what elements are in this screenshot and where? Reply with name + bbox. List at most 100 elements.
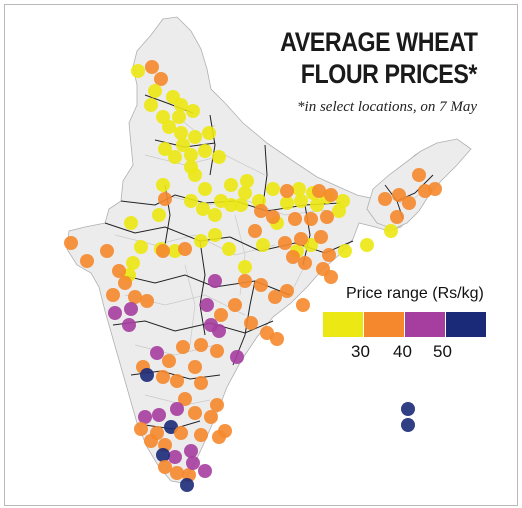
price-marker — [140, 294, 154, 308]
price-marker — [312, 184, 326, 198]
price-marker — [150, 426, 164, 440]
price-marker — [202, 126, 216, 140]
price-marker — [154, 72, 168, 86]
price-marker — [156, 244, 170, 258]
india-map — [64, 16, 472, 492]
price-marker — [212, 430, 226, 444]
price-marker — [310, 198, 324, 212]
price-marker — [170, 402, 184, 416]
price-marker — [228, 298, 242, 312]
price-marker — [134, 422, 148, 436]
price-marker — [152, 408, 166, 422]
price-marker — [126, 256, 140, 270]
price-marker — [212, 150, 226, 164]
price-marker — [248, 224, 262, 238]
price-marker — [196, 202, 210, 216]
map-subtitle: *in select locations, on 7 May — [297, 99, 477, 115]
price-marker — [286, 250, 300, 264]
legend-swatch-yellow — [323, 312, 363, 337]
price-marker — [188, 406, 202, 420]
price-marker — [108, 306, 122, 320]
price-marker — [208, 274, 222, 288]
price-marker — [240, 174, 254, 188]
price-marker — [298, 256, 312, 270]
price-marker — [322, 248, 336, 262]
price-marker — [224, 178, 238, 192]
price-marker — [156, 370, 170, 384]
price-marker — [162, 354, 176, 368]
price-marker — [106, 288, 120, 302]
price-marker — [390, 210, 404, 224]
price-marker — [152, 208, 166, 222]
price-marker — [158, 192, 172, 206]
price-marker — [401, 402, 415, 416]
price-marker — [428, 182, 442, 196]
price-marker — [234, 198, 248, 212]
price-marker — [412, 168, 426, 182]
price-marker — [266, 182, 280, 196]
price-marker — [124, 302, 138, 316]
price-marker — [208, 228, 222, 242]
price-marker — [210, 344, 224, 358]
price-marker — [184, 444, 198, 458]
legend-tick-40: 40 — [393, 342, 412, 361]
price-marker — [112, 264, 126, 278]
price-marker — [280, 184, 294, 198]
price-marker — [338, 244, 352, 258]
map-graphic: AVERAGE WHEAT FLOUR PRICES* *in select l… — [4, 4, 518, 506]
price-marker — [138, 410, 152, 424]
price-marker — [194, 376, 208, 390]
price-marker — [320, 210, 334, 224]
price-marker — [170, 374, 184, 388]
price-marker — [270, 332, 284, 346]
legend-tick-30: 30 — [351, 342, 370, 361]
price-marker — [158, 142, 172, 156]
price-marker — [200, 298, 214, 312]
price-marker — [176, 138, 190, 152]
price-marker — [186, 104, 200, 118]
price-marker — [170, 466, 184, 480]
price-marker — [128, 290, 142, 304]
map-title-line-2: FLOUR PRICES* — [300, 59, 478, 89]
price-marker — [180, 478, 194, 492]
price-marker — [238, 186, 252, 200]
price-marker — [360, 238, 374, 252]
price-marker — [148, 84, 162, 98]
price-marker — [144, 98, 158, 112]
price-marker — [238, 260, 252, 274]
map-title-line-1: AVERAGE WHEAT — [279, 27, 478, 57]
legend-swatch-navy — [446, 312, 486, 337]
legend-swatch-purple — [405, 312, 445, 337]
price-marker — [244, 316, 258, 330]
price-marker — [176, 340, 190, 354]
price-marker — [198, 144, 212, 158]
northeast-outline — [366, 138, 472, 230]
price-marker — [156, 448, 170, 462]
price-marker — [134, 240, 148, 254]
price-marker — [268, 290, 282, 304]
price-marker — [188, 360, 202, 374]
price-marker — [230, 350, 244, 364]
price-marker — [145, 60, 159, 74]
price-marker — [174, 126, 188, 140]
price-marker — [392, 188, 406, 202]
price-marker — [238, 274, 252, 288]
price-marker — [156, 178, 170, 192]
price-marker — [304, 212, 318, 226]
price-marker — [118, 276, 132, 290]
price-marker — [402, 196, 416, 210]
price-marker — [224, 198, 238, 212]
price-marker — [292, 182, 306, 196]
price-marker — [208, 208, 222, 222]
price-marker — [256, 238, 270, 252]
price-marker — [178, 392, 192, 406]
price-marker — [150, 346, 164, 360]
price-marker — [122, 318, 136, 332]
price-marker — [140, 368, 154, 382]
price-marker — [188, 168, 202, 182]
price-marker — [186, 456, 200, 470]
price-marker — [254, 278, 268, 292]
price-marker — [178, 242, 192, 256]
price-marker — [188, 130, 202, 144]
price-marker — [100, 244, 114, 258]
